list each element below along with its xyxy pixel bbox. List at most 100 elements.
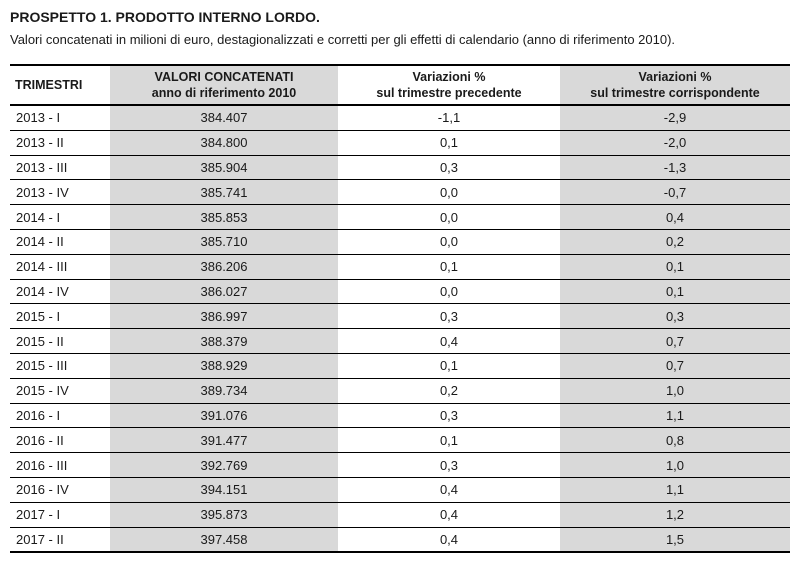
var-corresponding-quarter-cell: 1,0 (560, 452, 790, 478)
var-corresponding-quarter-cell: 1,1 (560, 477, 790, 503)
quarter-cell: 2015 - IV (10, 378, 110, 404)
var-prev-quarter-cell: 0,1 (338, 254, 560, 280)
table-row: 2016 - II 391.477 0,1 0,8 (10, 427, 790, 454)
table-row: 2014 - II 385.710 0,0 0,2 (10, 229, 790, 255)
var-corresponding-quarter-cell: -2,9 (560, 105, 790, 131)
quarter-cell: 2013 - IV (10, 179, 110, 206)
table-row: 2013 - II 384.800 0,1 -2,0 (10, 130, 790, 156)
var-prev-quarter-cell: 0,1 (338, 130, 560, 156)
table-row: 2016 - III 392.769 0,3 1,0 (10, 452, 790, 478)
table-body: 2013 - I 384.407 -1,1 -2,9 2013 - II 384.800 0… (10, 105, 790, 554)
value-cell: 389.734 (110, 378, 338, 404)
var-corresponding-quarter-cell: 0,8 (560, 427, 790, 454)
quarter-cell: 2016 - I (10, 403, 110, 429)
value-cell: 397.458 (110, 527, 338, 554)
header-variazioni-trimestre-precedente: Variazioni % sul trimestre precedente (338, 65, 560, 106)
table-header: TRIMESTRI VALORI CONCATENATI anno di rif… (10, 65, 790, 106)
value-cell: 395.873 (110, 502, 338, 528)
var-corresponding-quarter-cell: 0,1 (560, 279, 790, 305)
table-row: 2014 - I 385.853 0,0 0,4 (10, 204, 790, 230)
document-page: PROSPETTO 1. PRODOTTO INTERNO LORDO. Val… (10, 9, 790, 554)
quarter-cell: 2016 - II (10, 427, 110, 454)
var-corresponding-quarter-cell: 0,1 (560, 254, 790, 280)
table-row: 2015 - IV 389.734 0,2 1,0 (10, 378, 790, 404)
quarter-cell: 2015 - I (10, 303, 110, 330)
var-prev-quarter-cell: 0,4 (338, 502, 560, 528)
table-row: 2013 - I 384.407 -1,1 -2,9 (10, 105, 790, 131)
page-title: PROSPETTO 1. PRODOTTO INTERNO LORDO. (10, 9, 320, 25)
quarter-cell: 2014 - II (10, 229, 110, 255)
var-prev-quarter-cell: 0,3 (338, 303, 560, 330)
var-prev-quarter-cell: 0,2 (338, 378, 560, 404)
var-prev-quarter-cell: 0,0 (338, 279, 560, 305)
value-cell: 384.800 (110, 130, 338, 156)
var-corresponding-quarter-cell: 0,4 (560, 204, 790, 230)
var-corresponding-quarter-cell: 1,1 (560, 403, 790, 429)
table-row: 2017 - I 395.873 0,4 1,2 (10, 502, 790, 528)
table-row: 2014 - III 386.206 0,1 0,1 (10, 254, 790, 280)
var-corresponding-quarter-cell: -0,7 (560, 179, 790, 206)
quarter-cell: 2014 - III (10, 254, 110, 280)
var-corresponding-quarter-cell: 0,3 (560, 303, 790, 330)
var-corresponding-quarter-cell: 0,7 (560, 328, 790, 354)
value-cell: 391.477 (110, 427, 338, 454)
header-valori-concatenati: VALORI CONCATENATI anno di riferimento 2… (110, 65, 338, 106)
gdp-table: TRIMESTRI VALORI CONCATENATI anno di rif… (10, 64, 790, 554)
var-corresponding-quarter-cell: -1,3 (560, 155, 790, 181)
value-cell: 391.076 (110, 403, 338, 429)
table-row: 2015 - II 388.379 0,4 0,7 (10, 328, 790, 354)
value-cell: 384.407 (110, 105, 338, 131)
header-row: TRIMESTRI VALORI CONCATENATI anno di rif… (10, 65, 790, 106)
value-cell: 388.929 (110, 353, 338, 379)
var-prev-quarter-cell: 0,0 (338, 179, 560, 206)
var-corresponding-quarter-cell: 0,7 (560, 353, 790, 379)
value-cell: 392.769 (110, 452, 338, 478)
var-prev-quarter-cell: 0,4 (338, 477, 560, 503)
table-row: 2015 - I 386.997 0,3 0,3 (10, 303, 790, 330)
quarter-cell: 2013 - I (10, 105, 110, 131)
value-cell: 386.206 (110, 254, 338, 280)
quarter-cell: 2014 - I (10, 204, 110, 230)
table-row: 2013 - IV 385.741 0,0 -0,7 (10, 179, 790, 206)
var-prev-quarter-cell: 0,3 (338, 403, 560, 429)
var-prev-quarter-cell: -1,1 (338, 105, 560, 131)
var-prev-quarter-cell: 0,3 (338, 452, 560, 478)
var-prev-quarter-cell: 0,3 (338, 155, 560, 181)
var-corresponding-quarter-cell: 1,5 (560, 527, 790, 554)
var-prev-quarter-cell: 0,4 (338, 328, 560, 354)
quarter-cell: 2016 - III (10, 452, 110, 478)
quarter-cell: 2015 - II (10, 328, 110, 354)
page-subtitle: Valori concatenati in milioni di euro, d… (10, 32, 676, 47)
var-prev-quarter-cell: 0,4 (338, 527, 560, 554)
quarter-cell: 2013 - II (10, 130, 110, 156)
var-prev-quarter-cell: 0,0 (338, 229, 560, 255)
table-row: 2013 - III 385.904 0,3 -1,3 (10, 155, 790, 181)
quarter-cell: 2017 - II (10, 527, 110, 554)
quarter-cell: 2015 - III (10, 353, 110, 379)
table-row: 2015 - III 388.929 0,1 0,7 (10, 353, 790, 379)
table-row: 2016 - IV 394.151 0,4 1,1 (10, 477, 790, 503)
value-cell: 385.710 (110, 229, 338, 255)
var-prev-quarter-cell: 0,1 (338, 353, 560, 379)
quarter-cell: 2014 - IV (10, 279, 110, 305)
value-cell: 385.741 (110, 179, 338, 206)
var-prev-quarter-cell: 0,0 (338, 204, 560, 230)
value-cell: 394.151 (110, 477, 338, 503)
quarter-cell: 2016 - IV (10, 477, 110, 503)
header-variazioni-trimestre-corrispondente: Variazioni % sul trimestre corrispondent… (560, 65, 790, 106)
value-cell: 385.904 (110, 155, 338, 181)
value-cell: 386.997 (110, 303, 338, 330)
var-prev-quarter-cell: 0,1 (338, 427, 560, 454)
value-cell: 385.853 (110, 204, 338, 230)
quarter-cell: 2017 - I (10, 502, 110, 528)
var-corresponding-quarter-cell: 0,2 (560, 229, 790, 255)
table-row: 2017 - II 397.458 0,4 1,5 (10, 527, 790, 554)
var-corresponding-quarter-cell: -2,0 (560, 130, 790, 156)
header-trimestri: TRIMESTRI (10, 65, 110, 106)
var-corresponding-quarter-cell: 1,0 (560, 378, 790, 404)
quarter-cell: 2013 - III (10, 155, 110, 181)
table-row: 2014 - IV 386.027 0,0 0,1 (10, 279, 790, 305)
value-cell: 388.379 (110, 328, 338, 354)
var-corresponding-quarter-cell: 1,2 (560, 502, 790, 528)
value-cell: 386.027 (110, 279, 338, 305)
